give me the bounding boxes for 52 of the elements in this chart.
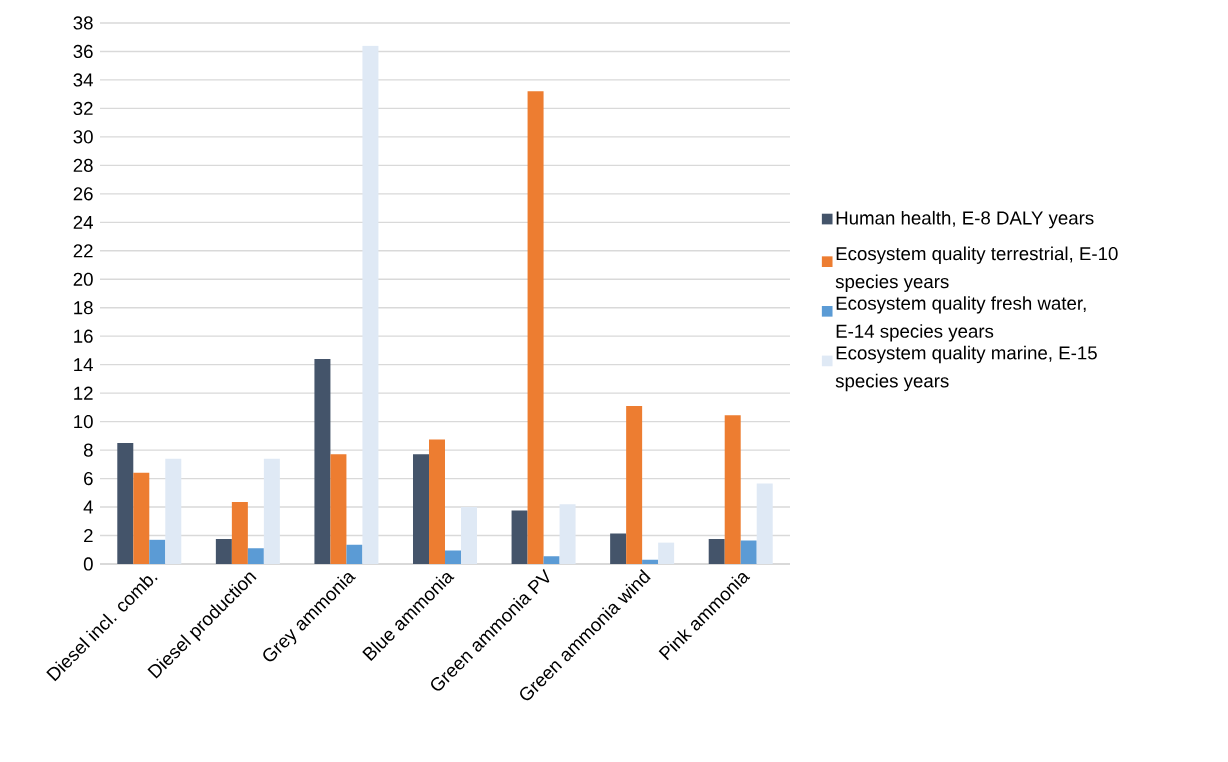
y-tick-label: 8 (83, 443, 93, 457)
bar (642, 559, 659, 564)
y-tick-label: 24 (73, 215, 93, 229)
bar (610, 533, 627, 564)
bar (362, 45, 379, 564)
y-tick-label: 28 (73, 158, 93, 172)
bar (445, 550, 461, 564)
bar (215, 539, 232, 564)
y-tick-label: 34 (73, 73, 93, 87)
y-tick-label: 30 (73, 130, 93, 144)
bar (346, 544, 363, 564)
y-tick-label: 2 (84, 528, 93, 543)
bar (559, 504, 576, 564)
bar (756, 483, 773, 564)
y-tick-label: 16 (74, 329, 93, 343)
bar (413, 454, 429, 564)
bar (263, 458, 280, 564)
legend-label: Ecosystem quality terrestrial, E-10 species years (835, 246, 1118, 292)
y-tick-label: 12 (74, 386, 93, 400)
bar (149, 539, 166, 564)
bar (165, 458, 182, 564)
y-tick-label: 0 (83, 557, 93, 571)
legend-label: Ecosystem quality fresh water, E-14 species years (836, 296, 1086, 342)
y-tick-label: 20 (73, 272, 93, 286)
bar (527, 91, 544, 564)
y-tick-label: 6 (84, 471, 93, 486)
bar (708, 539, 725, 564)
y-tick-label: 18 (74, 301, 93, 315)
bar (461, 507, 477, 564)
y-tick-label: 38 (73, 16, 93, 30)
y-tick-label: 4 (83, 500, 93, 514)
y-tick-label: 32 (73, 101, 93, 116)
bar (511, 510, 528, 564)
y-tick-label: 22 (73, 244, 93, 258)
bar (330, 454, 347, 564)
bar (429, 439, 445, 564)
bar (543, 556, 560, 564)
bar (117, 442, 134, 564)
bar (247, 548, 264, 564)
bar (658, 542, 675, 564)
bar (314, 358, 331, 564)
y-tick-label: 36 (73, 44, 93, 59)
y-tick-label: 26 (73, 187, 93, 201)
bar (724, 415, 741, 564)
legend-label: Human health, E-8 DALY years (836, 210, 1094, 229)
legend-label: Ecosystem quality marine, E-15 species years (835, 345, 1097, 392)
bar (231, 502, 248, 564)
bar (740, 540, 757, 564)
bar (133, 472, 150, 564)
y-tick-label: 14 (74, 358, 93, 372)
y-tick-label: 10 (74, 415, 93, 429)
bar (626, 405, 643, 564)
